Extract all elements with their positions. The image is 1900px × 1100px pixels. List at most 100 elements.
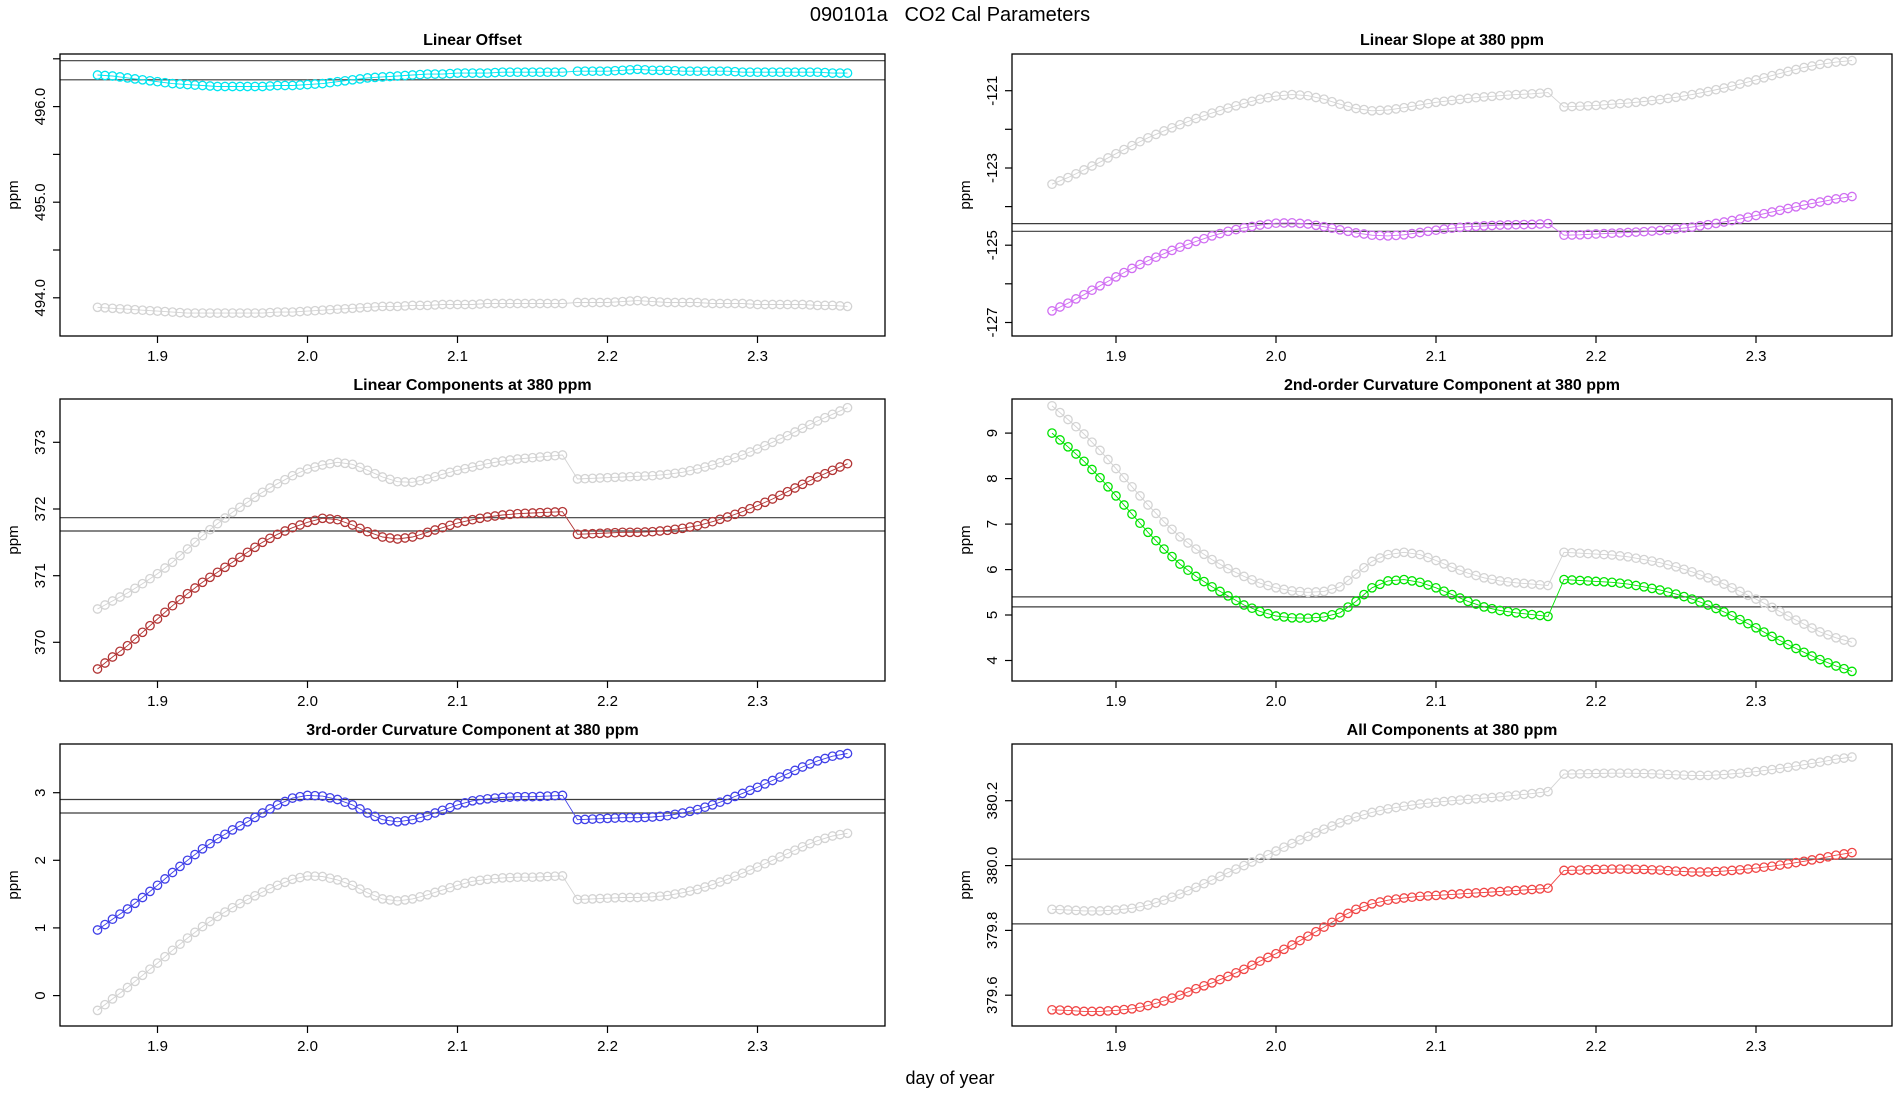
y-axis: 0 1 2 3 <box>32 789 60 1000</box>
svg-text:2.1: 2.1 <box>447 1038 468 1055</box>
series-gray-reference <box>92 828 853 1016</box>
svg-text:-123: -123 <box>984 153 1001 183</box>
svg-text:495.0: 495.0 <box>32 183 49 221</box>
svg-text:2.3: 2.3 <box>1746 693 1767 710</box>
panel-svg: Linear Components at 380 ppm 1.9 2.0 2.1 2.2… <box>5 377 886 710</box>
panel-svg: 2nd-order Curvature Component at 380 ppm… <box>957 377 1893 710</box>
reference-lines <box>1012 858 1892 925</box>
panel-grid: Linear Offset 1.9 2.0 2.1 2.2 2.3 494.0 495.0 4 9… <box>0 30 1900 1065</box>
svg-text:1.9: 1.9 <box>147 693 168 710</box>
svg-text:370: 370 <box>32 630 49 655</box>
svg-text:1.9: 1.9 <box>147 348 168 365</box>
y-axis: 370 371 372 373 <box>32 430 60 655</box>
plot-box <box>59 743 886 1027</box>
series-green-2nd-order <box>1047 428 1857 677</box>
series-red-all-components <box>1047 847 1857 1017</box>
reference-lines <box>60 798 885 814</box>
svg-text:2.0: 2.0 <box>297 1038 318 1055</box>
svg-text:2.3: 2.3 <box>747 693 768 710</box>
y-axis: 379.6 379.8 380.0 380.2 <box>984 782 1012 1014</box>
svg-text:4: 4 <box>984 656 1001 664</box>
series-gray-reference <box>92 402 853 614</box>
svg-text:2.0: 2.0 <box>1266 693 1287 710</box>
y-axis: -127 -125 -123 -121 <box>984 76 1012 338</box>
svg-text:1.9: 1.9 <box>1106 1038 1127 1055</box>
svg-text:2.2: 2.2 <box>597 693 618 710</box>
svg-text:2.3: 2.3 <box>747 348 768 365</box>
y-axis-unit-label: ppm <box>957 870 974 899</box>
svg-text:372: 372 <box>32 496 49 521</box>
svg-text:2.3: 2.3 <box>747 1038 768 1055</box>
y-axis-unit-label: ppm <box>5 525 22 554</box>
x-axis-label: day of year <box>905 1068 995 1088</box>
svg-text:5: 5 <box>984 611 1001 619</box>
series-gray-reference <box>92 295 853 318</box>
reference-lines <box>1012 223 1892 232</box>
panel-title: Linear Components at 380 ppm <box>353 377 591 394</box>
y-axis: 4 5 6 7 8 9 <box>984 429 1012 665</box>
y-axis-unit-label: ppm <box>5 870 22 899</box>
svg-text:2.0: 2.0 <box>1266 348 1287 365</box>
svg-text:1.9: 1.9 <box>1106 693 1127 710</box>
svg-text:2.2: 2.2 <box>597 348 618 365</box>
x-axis: 1.9 2.0 2.1 2.2 2.3 <box>1106 336 1767 365</box>
svg-text:2.1: 2.1 <box>1426 348 1447 365</box>
svg-text:0: 0 <box>32 991 49 999</box>
panel-svg: All Components at 380 ppm 1.9 2.0 2.1 2.2 2.3… <box>957 722 1893 1055</box>
svg-text:-127: -127 <box>984 307 1001 337</box>
panel-title: 2nd-order Curvature Component at 380 ppm <box>1284 377 1620 394</box>
svg-text:2.1: 2.1 <box>447 348 468 365</box>
svg-text:2.0: 2.0 <box>297 693 318 710</box>
x-axis: 1.9 2.0 2.1 2.2 2.3 <box>1106 681 1767 710</box>
reference-lines <box>1012 596 1892 608</box>
svg-text:1.9: 1.9 <box>147 1038 168 1055</box>
x-axis: 1.9 2.0 2.1 2.2 2.3 <box>147 681 768 710</box>
svg-text:2.1: 2.1 <box>1426 1038 1447 1055</box>
svg-text:494.0: 494.0 <box>32 279 49 317</box>
plot-box <box>1011 398 1893 682</box>
panel-2nd-order-curvature: 2nd-order Curvature Component at 380 ppm… <box>950 375 1900 720</box>
series-cyan-offset <box>92 64 853 92</box>
plot-box <box>1011 53 1893 337</box>
svg-text:6: 6 <box>984 565 1001 573</box>
y-axis-unit-label: ppm <box>5 180 22 209</box>
svg-text:2.3: 2.3 <box>1746 348 1767 365</box>
svg-text:7: 7 <box>984 520 1001 528</box>
svg-text:2.0: 2.0 <box>297 348 318 365</box>
svg-text:380.0: 380.0 <box>984 847 1001 885</box>
panel-title: All Components at 380 ppm <box>1347 722 1558 739</box>
series-gray-reference <box>1047 400 1857 648</box>
svg-text:2.2: 2.2 <box>597 1038 618 1055</box>
svg-text:2.2: 2.2 <box>1586 348 1607 365</box>
reference-lines <box>60 517 885 532</box>
svg-text:9: 9 <box>984 429 1001 437</box>
panel-title: Linear Slope at 380 ppm <box>1360 32 1544 49</box>
svg-text:379.8: 379.8 <box>984 912 1001 950</box>
x-axis: 1.9 2.0 2.1 2.2 2.3 <box>147 1026 768 1055</box>
x-axis: 1.9 2.0 2.1 2.2 2.3 <box>147 336 768 365</box>
series-blue-3rd-order <box>92 748 853 935</box>
plot-box <box>59 398 886 682</box>
series-darkred-linear <box>92 458 853 674</box>
panel-linear-offset: Linear Offset 1.9 2.0 2.1 2.2 2.3 494.0 495.0 49… <box>0 30 950 375</box>
plot-box <box>59 53 886 337</box>
figure-title: 090101a CO2 Cal Parameters <box>809 4 1091 26</box>
panel-svg: Linear Slope at 380 ppm 1.9 2.0 2.1 2.2 2.3 -1… <box>957 32 1893 365</box>
panel-title: 3rd-order Curvature Component at 380 ppm <box>306 722 639 739</box>
svg-text:380.2: 380.2 <box>984 782 1001 820</box>
series-purple-slope <box>1047 191 1857 316</box>
svg-text:2.0: 2.0 <box>1266 1038 1287 1055</box>
series-gray-reference <box>1047 55 1857 190</box>
panel-title: Linear Offset <box>423 32 522 49</box>
panel-linear-slope: Linear Slope at 380 ppm 1.9 2.0 2.1 2.2 2.3 -1… <box>950 30 1900 375</box>
svg-text:371: 371 <box>32 563 49 588</box>
svg-text:2: 2 <box>32 856 49 864</box>
svg-text:-125: -125 <box>984 230 1001 260</box>
y-axis: 494.0 495.0 496.0 <box>32 58 60 317</box>
svg-text:-121: -121 <box>984 76 1001 106</box>
reference-lines <box>60 60 885 81</box>
plot-box <box>1011 743 1893 1027</box>
svg-text:2.2: 2.2 <box>1586 1038 1607 1055</box>
